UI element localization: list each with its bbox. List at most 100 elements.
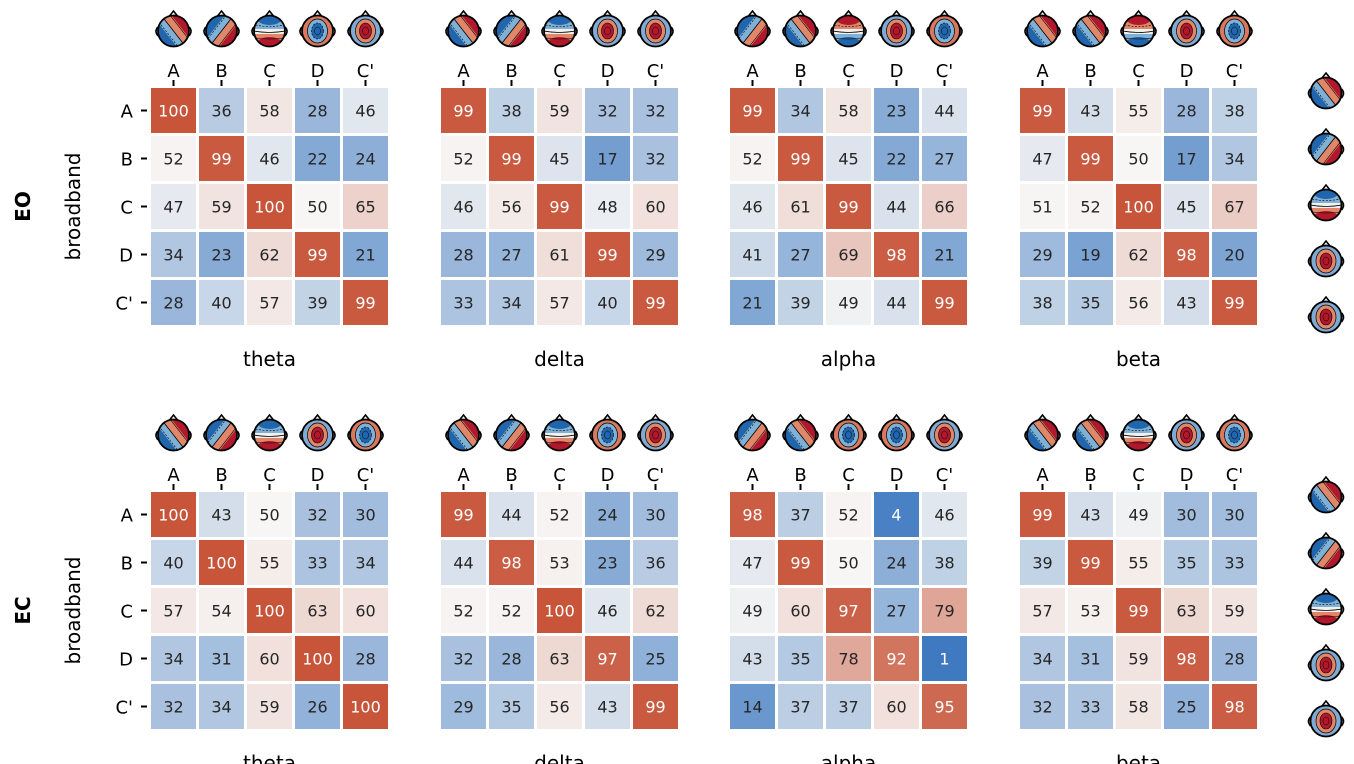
row-tick-label: B [121,554,133,575]
cell-value-label: 21 [934,246,954,265]
cell-value-label: 99 [307,246,327,265]
heatmap-cell [1116,684,1161,729]
eeg-topomap-icon [203,413,240,452]
cell-value-label: 46 [597,602,617,621]
cell-value-label: 27 [934,150,954,169]
row-tick-label: C' [115,698,133,719]
heatmap-cell [1212,88,1257,133]
cell-value-label: 99 [355,294,375,313]
y-axis-label: broadband [61,153,85,261]
heatmap-cell [874,232,919,277]
cell-value-label: 99 [597,246,617,265]
cell-value-label: 99 [645,294,665,313]
cell-value-label: 99 [1032,102,1052,121]
heatmap-cell [489,684,534,729]
cell-value-label: 52 [453,602,473,621]
heatmap-cell [1164,540,1209,585]
heatmap-cell [778,232,823,277]
eeg-topomap-icon [1307,475,1345,514]
heatmap-cell [922,136,967,181]
cell-value-label: 40 [163,554,183,573]
heatmap-cell [343,136,388,181]
heatmap-cell [1116,280,1161,325]
band-axis-label: delta [534,751,585,764]
column-tick-label: B [505,465,517,486]
cell-value-label: 24 [355,150,375,169]
cell-value-label: 35 [1080,294,1100,313]
cell-value-label: 24 [597,506,617,525]
condition-label: EO [11,191,35,222]
cell-value-label: 55 [1128,554,1148,573]
heatmap-cell [489,232,534,277]
heatmap-cell [295,280,340,325]
heatmap-cell [1068,540,1113,585]
cell-value-label: 52 [838,506,858,525]
cell-value-label: 56 [501,198,521,217]
eeg-topomap-icon [155,9,192,48]
heatmap-cell [1020,588,1065,633]
heatmap-cell [1068,280,1113,325]
cell-value-label: 53 [549,554,569,573]
cell-value-label: 98 [742,506,762,525]
heatmap-cell [778,636,823,681]
heatmap-cell [537,540,582,585]
heatmap-cell [826,492,871,537]
eeg-topomap-icon [493,9,530,48]
cell-value-label: 32 [1032,698,1052,717]
cell-value-label: 100 [158,506,189,525]
heatmap-cell [922,232,967,277]
cell-value-label: 25 [645,650,665,669]
heatmap-cell [151,636,196,681]
heatmap-cell [247,492,292,537]
heatmap-cell [874,492,919,537]
heatmap-cell [489,636,534,681]
cell-value-label: 28 [307,102,327,121]
cell-value-label: 58 [259,102,279,121]
cell-value-label: 100 [544,602,575,621]
heatmap-cell [441,540,486,585]
heatmap-cell [1020,492,1065,537]
cell-value-label: 33 [307,554,327,573]
heatmap-cell [343,540,388,585]
cell-value-label: 50 [1128,150,1148,169]
cell-value-label: 33 [1224,554,1244,573]
heatmap-cell [1116,88,1161,133]
heatmap-cell [826,184,871,229]
cell-value-label: 28 [501,650,521,669]
cell-value-label: 33 [1080,698,1100,717]
heatmap-cell [585,636,630,681]
column-tick-label: C' [647,465,665,486]
row-tick-label: D [119,650,133,671]
heatmap-cell [1116,232,1161,277]
topomap-layer [155,9,1345,738]
heatmap-cell [199,232,244,277]
heatmap-cell [537,184,582,229]
cell-value-label: 57 [1032,602,1052,621]
column-tick-label: B [794,465,806,486]
cell-value-label: 43 [1176,294,1196,313]
cell-value-label: 79 [934,602,954,621]
row-tick-label: C [120,198,133,219]
cell-value-label: 55 [259,554,279,573]
cell-value-label: 99 [1032,506,1052,525]
cell-value-label: 66 [934,198,954,217]
column-tick-label: C [553,61,566,82]
heatmap-cell [633,636,678,681]
heatmap-cell [730,232,775,277]
cell-value-label: 27 [886,602,906,621]
heatmap-cell [585,232,630,277]
cell-value-label: 37 [790,506,810,525]
cell-value-label: 23 [597,554,617,573]
heatmap-cell [778,184,823,229]
label-layer: EO EC [11,191,35,625]
heatmap-cell [633,88,678,133]
eeg-topomap-icon [1168,9,1205,48]
heatmap-cell [1116,588,1161,633]
cell-value-label: 43 [597,698,617,717]
cell-value-label: 34 [163,650,183,669]
cell-value-label: 63 [307,602,327,621]
cell-value-label: 52 [163,150,183,169]
cell-value-label: 32 [645,150,665,169]
heatmap-cell [151,136,196,181]
cell-value-label: 98 [1176,246,1196,265]
